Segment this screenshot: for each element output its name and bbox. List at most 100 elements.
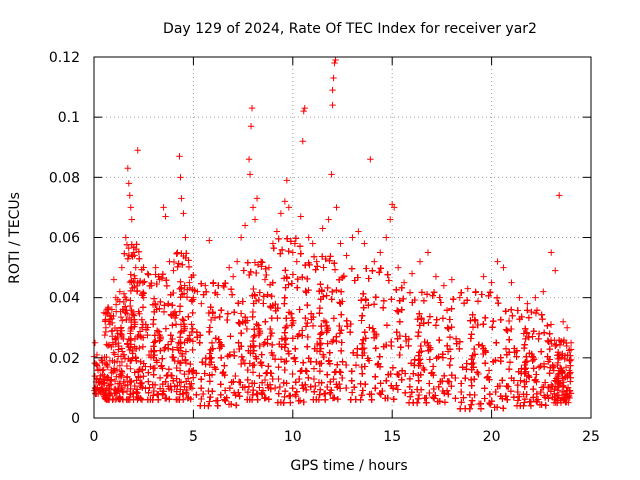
data-point [312, 382, 319, 390]
data-point [366, 391, 373, 398]
data-point [452, 335, 460, 343]
data-point [334, 395, 342, 403]
data-point [254, 390, 261, 398]
data-point [206, 324, 214, 331]
data-point [283, 315, 290, 322]
data-point [163, 277, 170, 284]
data-point [466, 405, 474, 413]
data-point [120, 335, 127, 343]
data-point [268, 329, 276, 337]
data-point [176, 153, 183, 160]
data-point [445, 390, 452, 398]
data-point [514, 388, 521, 396]
data-point [493, 339, 500, 346]
data-point [316, 386, 324, 393]
data-point [269, 302, 276, 309]
data-point [545, 395, 552, 402]
data-point [226, 384, 234, 392]
data-point [447, 355, 454, 362]
data-point [169, 322, 176, 329]
data-point [136, 255, 143, 262]
data-point [177, 174, 184, 181]
data-point [281, 336, 289, 344]
data-point [102, 324, 110, 331]
data-point [347, 320, 354, 328]
data-point [136, 328, 144, 335]
data-point [242, 319, 249, 327]
data-point [329, 86, 336, 94]
data-point [249, 343, 257, 351]
data-point [206, 350, 214, 357]
data-point [174, 382, 181, 389]
data-point [133, 345, 140, 352]
data-point [245, 347, 252, 354]
data-point [260, 300, 267, 307]
data-point [311, 345, 318, 352]
data-point [156, 385, 164, 392]
data-point [470, 376, 478, 383]
data-point [155, 396, 162, 403]
data-point [248, 104, 256, 112]
data-point [177, 339, 184, 346]
data-point [505, 317, 513, 325]
data-point [336, 299, 343, 306]
data-point [300, 385, 307, 392]
data-point [164, 300, 172, 308]
data-point [169, 346, 176, 353]
data-point [406, 393, 414, 400]
data-point [199, 358, 206, 366]
data-point [368, 396, 375, 403]
data-point [136, 344, 143, 352]
data-point [172, 321, 180, 328]
data-point [207, 316, 215, 324]
data-point [106, 380, 114, 388]
data-point [236, 393, 243, 400]
data-point [116, 380, 123, 387]
data-point [388, 296, 395, 303]
data-point [328, 387, 335, 394]
data-point [120, 290, 128, 298]
data-point [316, 360, 323, 368]
data-point [249, 362, 256, 369]
data-point [128, 277, 135, 285]
data-point [351, 277, 358, 284]
data-point [107, 390, 114, 397]
data-point [350, 383, 358, 391]
data-point [383, 322, 391, 329]
data-point [339, 274, 346, 281]
data-point [389, 364, 397, 371]
data-point [199, 390, 207, 398]
data-point [262, 394, 269, 402]
data-point [320, 264, 327, 271]
data-point [492, 388, 499, 396]
data-point [205, 402, 212, 410]
data-point [124, 381, 131, 389]
data-point [210, 279, 217, 286]
data-point [283, 357, 290, 365]
data-point [153, 280, 160, 288]
data-point [104, 342, 112, 349]
data-point [281, 300, 288, 307]
data-point [151, 332, 159, 339]
data-point [235, 339, 242, 346]
data-point [328, 171, 335, 178]
data-point [443, 307, 451, 314]
data-point [330, 336, 337, 344]
data-point [174, 263, 181, 271]
data-point [385, 277, 393, 284]
data-point [189, 309, 196, 317]
data-point [388, 342, 395, 350]
data-point [365, 275, 372, 282]
data-point [168, 386, 175, 394]
data-point [304, 343, 311, 350]
data-point [159, 391, 167, 398]
data-point [383, 377, 390, 385]
data-point [292, 345, 299, 352]
data-point [96, 387, 103, 395]
data-point [166, 396, 173, 403]
data-point [126, 278, 134, 286]
data-point [282, 324, 289, 331]
data-point [293, 258, 300, 265]
data-point [301, 104, 308, 112]
data-point [181, 282, 188, 289]
